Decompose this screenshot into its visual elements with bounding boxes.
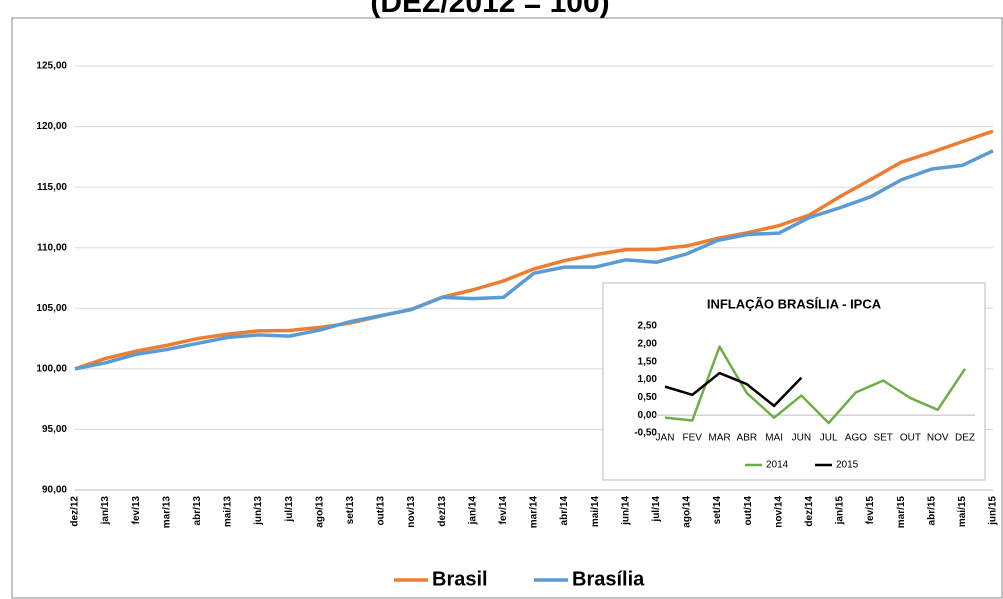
x-tick-label: fev/15: [865, 496, 876, 525]
x-tick-label: abr/15: [926, 496, 937, 526]
x-tick-label: NOV: [927, 433, 949, 444]
y-tick-label: 100,00: [36, 363, 67, 374]
y-tick-label: 115,00: [37, 182, 67, 193]
x-tick-label: dez/12: [70, 496, 81, 527]
x-tick-label: AGO: [845, 433, 867, 444]
y-tick-label: 105,00: [36, 303, 67, 314]
x-tick-label: mai/14: [590, 496, 601, 528]
x-tick-label: jan/14: [467, 496, 478, 526]
series-line: [664, 345, 967, 425]
y-tick-label: 1,00: [638, 374, 658, 385]
x-tick-label: JUL: [820, 433, 838, 444]
inset-frame: [602, 282, 986, 481]
legend-label: 2015: [836, 460, 859, 471]
x-tick-label: jun/14: [620, 496, 631, 526]
x-tick-label: mai/13: [223, 496, 234, 528]
x-tick-label: MAR: [708, 433, 730, 444]
x-tick-label: DEZ: [955, 433, 975, 444]
x-tick-label: mar/15: [896, 496, 907, 529]
y-tick-label: 1,50: [638, 356, 658, 367]
series-line: [664, 371, 803, 408]
x-tick-label: SET: [873, 433, 892, 444]
y-tick-label: 2,50: [638, 321, 658, 332]
x-tick-label: dez/14: [804, 496, 815, 527]
x-tick-label: jun/15: [988, 496, 999, 526]
x-tick-label: jul/14: [651, 496, 662, 523]
x-tick-label: ago/14: [682, 496, 693, 528]
chart-title: (DEZ/2012 = 100): [370, 0, 609, 19]
x-tick-label: FEV: [683, 433, 703, 444]
x-tick-label: fev/14: [498, 496, 509, 525]
x-tick-label: jun/13: [253, 496, 264, 526]
y-tick-label: 90,00: [42, 485, 67, 496]
y-tick-label: -0,50: [634, 428, 657, 439]
x-tick-label: JAN: [656, 433, 675, 444]
y-tick-label: 120,00: [36, 121, 67, 132]
y-tick-label: 95,00: [42, 424, 67, 435]
inset-title: INFLAÇÃO BRASÍLIA - IPCA: [707, 296, 882, 311]
y-tick-label: 0,50: [638, 392, 658, 403]
x-tick-label: JUN: [792, 433, 811, 444]
x-tick-label: mai/15: [957, 496, 968, 528]
y-tick-label: 110,00: [37, 242, 67, 253]
x-tick-label: nov/13: [406, 496, 417, 528]
x-tick-label: OUT: [900, 433, 921, 444]
legend-label: Brasil: [432, 568, 488, 590]
x-tick-label: mar/14: [529, 496, 540, 529]
x-tick-label: ago/13: [314, 496, 325, 528]
x-tick-label: abr/13: [192, 496, 203, 526]
y-tick-label: 125,00: [36, 61, 67, 72]
legend-label: Brasília: [572, 568, 645, 590]
x-tick-label: jan/13: [100, 496, 111, 526]
x-tick-label: dez/13: [437, 496, 448, 527]
y-tick-label: 0,00: [638, 410, 658, 421]
x-tick-label: fev/13: [131, 496, 142, 525]
x-tick-label: mar/13: [161, 496, 172, 529]
x-tick-label: jan/15: [835, 496, 846, 526]
x-tick-label: set/13: [345, 496, 356, 525]
x-tick-label: ABR: [737, 433, 758, 444]
x-tick-label: MAI: [765, 433, 783, 444]
x-tick-label: nov/14: [773, 496, 784, 528]
series-line: [74, 149, 994, 371]
x-tick-label: abr/14: [559, 496, 570, 526]
x-tick-label: out/13: [376, 496, 387, 526]
series-line: [74, 129, 994, 371]
x-tick-label: jul/13: [284, 496, 295, 523]
legend-label: 2014: [766, 460, 789, 471]
x-tick-label: set/14: [712, 496, 723, 525]
x-tick-label: out/14: [743, 496, 754, 526]
y-tick-label: 2,00: [638, 338, 658, 349]
